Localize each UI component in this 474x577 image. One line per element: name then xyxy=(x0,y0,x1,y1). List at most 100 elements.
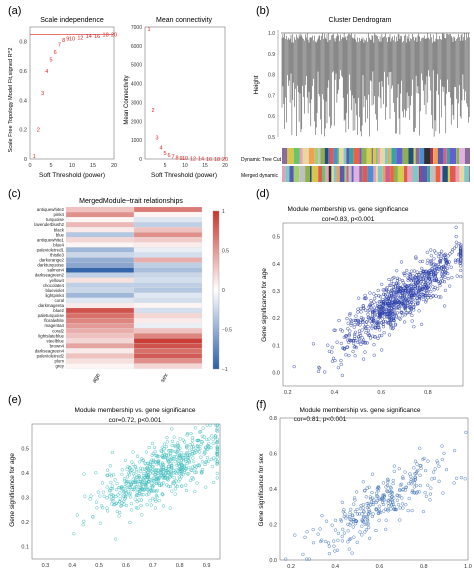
strip-segment-merged xyxy=(353,166,360,182)
strip-segment-tree-cut xyxy=(282,148,288,164)
data-label: 18 xyxy=(214,157,220,163)
scatter-point xyxy=(159,471,163,475)
scatter-point xyxy=(124,479,129,483)
x-tick-label: 0 xyxy=(28,163,31,169)
scatter-point xyxy=(101,490,106,494)
scatter-point xyxy=(156,477,160,481)
scatter-point xyxy=(395,498,400,502)
scatter-point xyxy=(434,277,439,281)
scatter-point xyxy=(397,282,401,286)
row-label: coral xyxy=(54,298,64,303)
scatter-point xyxy=(187,459,191,463)
scatter-point xyxy=(391,478,395,483)
heatmap-cell-age xyxy=(65,343,135,349)
scatter-point xyxy=(184,467,188,471)
scatter-point xyxy=(403,271,407,276)
scatter-point xyxy=(200,434,204,438)
scatter-point xyxy=(88,497,92,501)
data-label: 20 xyxy=(222,157,228,163)
scatter-point xyxy=(94,500,99,504)
scatter-point xyxy=(196,438,201,443)
data-label: 3 xyxy=(155,135,158,141)
scatter-point xyxy=(342,508,346,512)
scatter-point xyxy=(284,557,288,561)
row-label: grey xyxy=(55,364,64,369)
scatter-point xyxy=(401,488,405,492)
scatter-point xyxy=(186,458,190,462)
scatter-point xyxy=(184,483,188,487)
scatter-point xyxy=(408,310,412,315)
scatter-point xyxy=(160,473,164,477)
row-label: coral2 xyxy=(52,328,65,333)
scatter-point xyxy=(353,498,357,502)
y-tick-label: 0.3 xyxy=(21,496,29,502)
scatter-point xyxy=(139,481,144,486)
scatter-point xyxy=(423,468,428,473)
scatter-point xyxy=(380,317,385,321)
strip-segment-tree-cut xyxy=(396,148,403,164)
scatter-point xyxy=(143,461,147,465)
scatter-point xyxy=(159,449,163,453)
scatter-point xyxy=(151,458,156,462)
scatter-point xyxy=(351,349,355,354)
scatter-point xyxy=(393,322,398,326)
scatter-point xyxy=(383,302,388,307)
scatter-point xyxy=(176,451,180,456)
scatter-point xyxy=(391,326,395,330)
scatter-point xyxy=(424,286,428,290)
scatter-point xyxy=(368,336,373,340)
scatter-point xyxy=(373,313,377,318)
scatter-point xyxy=(153,460,158,464)
scatter-point xyxy=(444,268,448,272)
scatter-point xyxy=(134,493,139,498)
scatter-point xyxy=(165,440,169,444)
scatter-point xyxy=(367,308,372,312)
scatter-point xyxy=(333,328,337,332)
row-label: thistle3 xyxy=(50,253,64,258)
scatter-point xyxy=(439,258,443,263)
strip-segment-merged xyxy=(373,166,377,182)
scatter-point xyxy=(161,493,165,497)
scatter-point xyxy=(127,489,131,494)
scatter-point xyxy=(363,293,367,298)
scatter-point xyxy=(144,486,148,490)
scatter-point xyxy=(368,495,372,499)
scatter-point xyxy=(145,487,149,492)
scatter-point xyxy=(391,326,395,331)
scatter-point xyxy=(105,496,109,500)
scatter-point xyxy=(388,304,393,308)
scatter-point xyxy=(454,240,459,244)
heatmap-cell-sex xyxy=(133,328,203,334)
scatter-point xyxy=(392,464,397,468)
scatter-point xyxy=(359,310,363,314)
scatter-point xyxy=(185,450,189,455)
scatter-point xyxy=(132,487,137,491)
chart-title: Module membership vs. gene significance xyxy=(74,407,195,414)
scatter-point xyxy=(148,499,152,503)
scatter-point xyxy=(419,280,423,284)
strip-segment-tree-cut xyxy=(293,148,300,164)
heatmap-cell-age xyxy=(65,282,135,288)
scatter-point xyxy=(150,465,155,469)
scatter-point xyxy=(114,488,119,492)
scatter-point xyxy=(421,509,426,514)
scatter-point xyxy=(341,510,345,514)
chart-subtitle: cor=0.72, p<0.001 xyxy=(109,417,162,424)
scatter-point xyxy=(348,523,352,527)
scatter-point xyxy=(340,539,345,543)
scatter-point xyxy=(149,503,153,507)
scatter-point xyxy=(359,503,363,508)
scatter-point xyxy=(380,348,384,352)
scatter-point xyxy=(177,448,181,452)
scatter-point xyxy=(369,500,374,504)
strip-segment-merged xyxy=(390,166,394,182)
strip-segment-tree-cut xyxy=(287,148,294,164)
scatter-point xyxy=(168,448,172,453)
scatter-point xyxy=(135,468,139,472)
scatter-point xyxy=(381,498,385,502)
scatter-point xyxy=(346,514,350,518)
strip-segment-merged xyxy=(299,166,306,182)
strip-segment-merged xyxy=(328,166,332,182)
heatmap-cell-age xyxy=(65,242,135,248)
scatter-point xyxy=(124,492,129,496)
